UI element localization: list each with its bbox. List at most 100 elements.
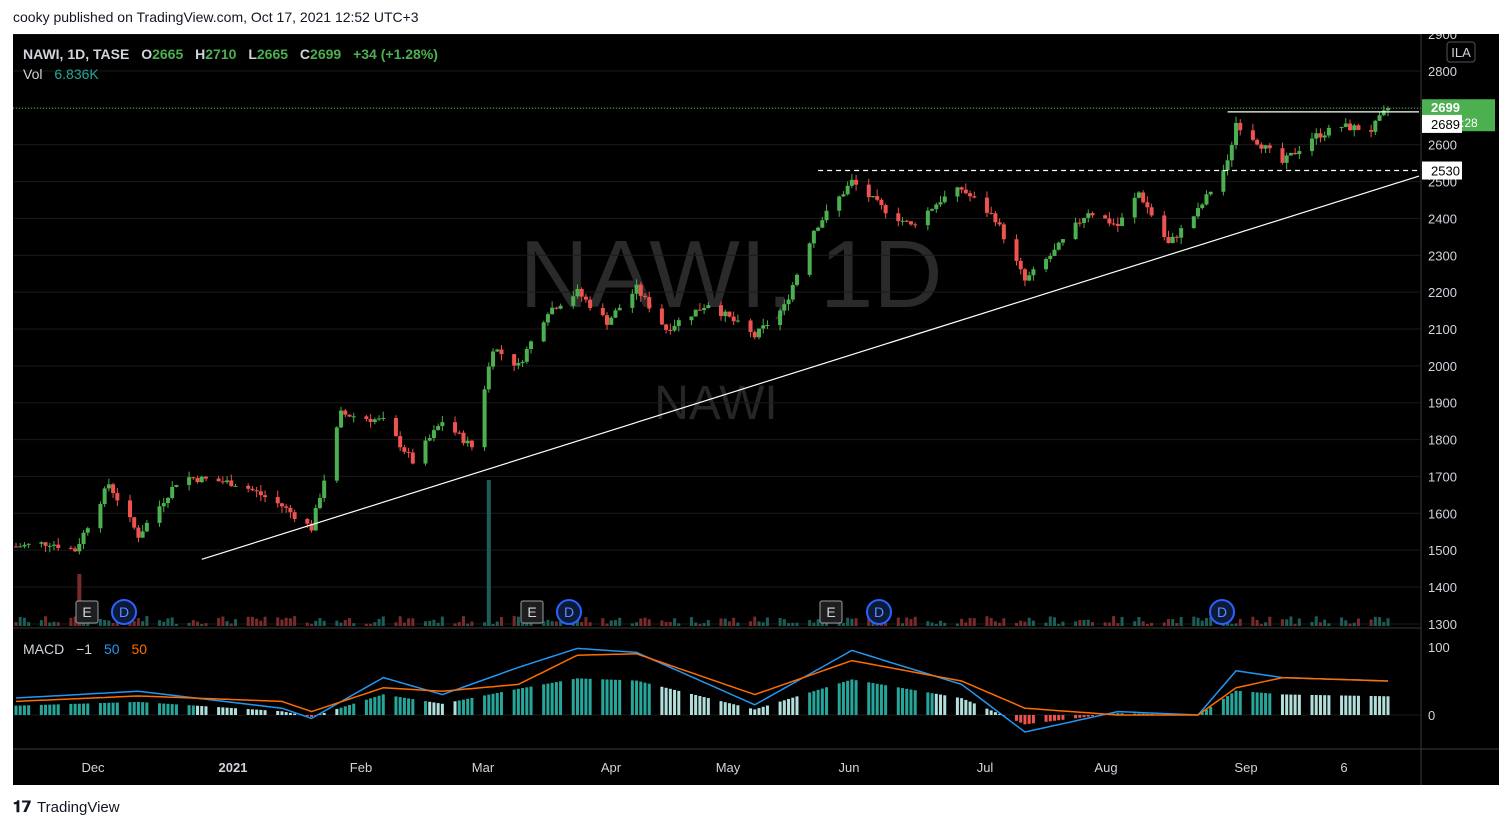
- volume-bar: [187, 622, 191, 626]
- macd-histogram-bar: [98, 703, 102, 715]
- price-axis[interactable]: 2900280027002600250024002300220021002000…: [1422, 34, 1495, 632]
- macd-histogram-bar: [200, 706, 204, 715]
- candle-body: [81, 532, 86, 544]
- macd-histogram-bar: [588, 678, 592, 715]
- volume-bar: [229, 623, 233, 626]
- footer-brand[interactable]: TradingView: [37, 798, 120, 816]
- candle-body: [51, 544, 56, 546]
- candle-body: [1229, 145, 1234, 161]
- volume-bar: [466, 623, 470, 626]
- volume-bar: [635, 622, 639, 626]
- volume-bar: [753, 616, 757, 626]
- macd-histogram-bar: [1323, 695, 1327, 715]
- candle-body: [1250, 130, 1255, 140]
- macd-histogram-bar: [1382, 696, 1386, 715]
- candle-body: [1238, 122, 1243, 131]
- macd-histogram-bar: [234, 708, 238, 715]
- candle-body: [347, 414, 352, 417]
- macd-histogram-bar: [660, 686, 664, 715]
- macd-histogram-bar: [1259, 692, 1263, 715]
- macd-histogram-bar: [955, 697, 959, 715]
- time-axis[interactable]: Dec 2021 Feb Mar Apr May Jun Jul Aug Sep 6: [81, 760, 1347, 775]
- candle-body: [351, 416, 356, 418]
- candle-body: [1056, 242, 1061, 250]
- volume-bar: [1255, 619, 1259, 626]
- volume-bar: [1162, 622, 1166, 626]
- candle-body: [1352, 125, 1357, 131]
- time-tick-Apr: Apr: [601, 760, 622, 775]
- candle-body: [461, 432, 466, 444]
- volume-bar: [1196, 617, 1200, 626]
- candle-body: [440, 422, 445, 427]
- candle-body: [1326, 127, 1331, 136]
- macd-histogram-bar: [322, 712, 326, 715]
- candle-body: [1348, 123, 1353, 131]
- macd-pane: [13, 647, 1421, 733]
- price-tick-1800: 1800: [1428, 433, 1457, 448]
- volume-bar: [1268, 616, 1272, 626]
- volume-bar: [554, 621, 558, 626]
- volume-bar: [630, 623, 634, 626]
- candle-body: [647, 297, 652, 309]
- candle-body: [609, 317, 614, 325]
- price-tick-2600: 2600: [1428, 138, 1457, 153]
- volume-bar: [263, 616, 267, 626]
- time-tick-Jul: Jul: [977, 760, 994, 775]
- volume-bar: [1293, 623, 1297, 626]
- volume-bar: [1061, 621, 1065, 626]
- volume-bar: [1264, 622, 1268, 626]
- price-tick-1900: 1900: [1428, 396, 1457, 411]
- volume-bar: [234, 619, 238, 626]
- volume-bar: [381, 616, 385, 626]
- macd-histogram-bar: [761, 706, 765, 715]
- drawings[interactable]: [13, 107, 1421, 560]
- volume-bar: [1314, 616, 1318, 626]
- macd-histogram-bar: [335, 708, 339, 715]
- volume-bar: [440, 616, 444, 626]
- macd-histogram-bar: [993, 712, 997, 715]
- volume-bar: [1052, 617, 1056, 626]
- volume-bar: [158, 620, 162, 626]
- volume-bar: [795, 622, 799, 626]
- currency-badge[interactable]: [1446, 41, 1476, 63]
- volume-bar: [694, 622, 698, 626]
- tradingview-logo-icon[interactable]: 𝟏𝟳: [13, 799, 32, 816]
- volume-bar: [200, 623, 204, 626]
- macd-histogram-bar: [310, 715, 314, 717]
- price-tick-2000: 2000: [1428, 359, 1457, 374]
- candle-body: [1196, 208, 1201, 217]
- candle-body: [1263, 145, 1268, 149]
- macd-histogram-bar: [812, 691, 816, 715]
- volume-bar: [166, 618, 170, 626]
- volume-bar: [73, 616, 77, 626]
- volume-bar: [550, 621, 554, 626]
- macd-histogram-bar: [846, 680, 850, 715]
- macd-param-3: 50: [131, 641, 147, 657]
- macd-histogram-bar: [221, 707, 225, 715]
- volume-bar: [1166, 618, 1170, 626]
- candle-body: [220, 481, 225, 483]
- price-tag-2530-label: 2530: [1431, 164, 1460, 179]
- volume-bar: [145, 616, 149, 626]
- watermark-sub: NAWI: [654, 377, 778, 430]
- candle-body: [706, 305, 711, 308]
- volume-bar: [453, 623, 457, 626]
- macd-histogram-bar: [719, 701, 723, 715]
- candle-body: [73, 548, 78, 552]
- volume-bar: [1116, 623, 1120, 626]
- candle-body: [1048, 255, 1053, 260]
- candle-body: [659, 308, 664, 325]
- volume-bar: [369, 623, 373, 626]
- candle-body: [613, 310, 618, 318]
- candle-body: [1166, 237, 1171, 244]
- candle-body: [516, 363, 521, 366]
- macd-axis[interactable]: 100 0: [1428, 640, 1450, 723]
- macd-histogram-bar: [896, 687, 900, 715]
- volume-bar: [516, 616, 520, 626]
- price-tick-2100: 2100: [1428, 322, 1457, 337]
- candle-body: [22, 544, 27, 547]
- macd-histogram-bar: [1023, 715, 1027, 725]
